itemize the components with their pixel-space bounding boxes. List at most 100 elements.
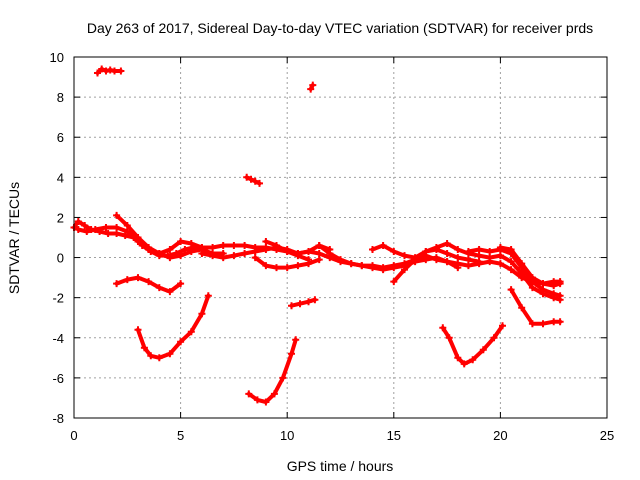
y-tick-label: 10 bbox=[50, 50, 64, 65]
data-point bbox=[209, 252, 217, 260]
data-point bbox=[198, 310, 206, 318]
data-point bbox=[315, 256, 323, 264]
data-point bbox=[134, 234, 142, 241]
data-point bbox=[539, 320, 547, 328]
data-point bbox=[464, 256, 472, 264]
data-series-arc-5 bbox=[74, 224, 206, 257]
data-point bbox=[443, 250, 451, 257]
data-point bbox=[209, 244, 217, 251]
data-point bbox=[140, 344, 148, 352]
x-tick-label: 25 bbox=[600, 428, 614, 443]
data-point bbox=[475, 252, 483, 260]
data-point bbox=[81, 222, 89, 229]
data-point bbox=[507, 266, 515, 274]
data-point bbox=[528, 320, 536, 328]
data-point bbox=[98, 65, 106, 73]
data-point bbox=[464, 262, 472, 270]
data-point bbox=[422, 248, 430, 255]
data-point bbox=[296, 300, 304, 308]
data-point bbox=[273, 264, 280, 272]
grid-lines bbox=[74, 57, 607, 418]
x-tick-label: 5 bbox=[177, 428, 184, 443]
data-point bbox=[204, 292, 212, 300]
data-point bbox=[390, 278, 398, 286]
data-point bbox=[369, 264, 376, 272]
data-point bbox=[486, 254, 494, 262]
data-point bbox=[369, 246, 376, 253]
data-point bbox=[155, 284, 163, 292]
data-point bbox=[74, 226, 82, 233]
data-point bbox=[83, 228, 91, 235]
x-tick-label: 10 bbox=[280, 428, 294, 443]
data-point bbox=[475, 258, 483, 266]
data-point bbox=[166, 254, 174, 262]
data-point bbox=[305, 248, 312, 255]
data-point bbox=[550, 278, 558, 286]
data-point bbox=[155, 250, 163, 257]
data-point bbox=[117, 67, 125, 75]
y-tick-label: -4 bbox=[52, 331, 64, 346]
data-point bbox=[432, 246, 440, 253]
data-point bbox=[460, 360, 468, 368]
y-tick-label: 2 bbox=[57, 210, 64, 225]
data-point bbox=[539, 280, 547, 288]
data-series-arc-2 bbox=[307, 81, 317, 93]
data-point bbox=[187, 240, 195, 247]
data-point bbox=[145, 244, 153, 251]
data-point bbox=[556, 278, 564, 286]
series-line bbox=[136, 293, 211, 360]
y-tick-label: 4 bbox=[57, 170, 64, 185]
data-point bbox=[288, 302, 295, 310]
data-series-arc-17 bbox=[134, 292, 212, 362]
data-series-arc-16 bbox=[113, 274, 185, 296]
y-tick-label: 0 bbox=[57, 251, 64, 266]
data-point bbox=[439, 324, 447, 332]
data-points bbox=[70, 65, 564, 406]
data-point bbox=[496, 244, 504, 251]
data-point bbox=[219, 242, 227, 249]
data-point bbox=[166, 288, 174, 296]
data-point bbox=[326, 250, 334, 257]
data-series-arc-3 bbox=[243, 173, 263, 187]
data-point bbox=[292, 336, 300, 344]
data-series-arc-19 bbox=[245, 336, 300, 406]
data-point bbox=[347, 260, 355, 268]
data-point bbox=[241, 242, 249, 249]
data-point bbox=[123, 228, 131, 235]
data-point bbox=[379, 242, 387, 249]
data-point bbox=[454, 246, 462, 253]
data-point bbox=[91, 226, 99, 233]
data-point bbox=[556, 318, 564, 326]
axis-ticks: 0 5 10 15 20 25 -8 -6 -4 -2 0 2 4 6 8 10 bbox=[50, 50, 615, 443]
data-point bbox=[496, 252, 504, 260]
data-point bbox=[262, 398, 270, 406]
data-point bbox=[241, 250, 249, 257]
data-point bbox=[464, 248, 472, 255]
data-point bbox=[294, 262, 302, 270]
data-point bbox=[123, 276, 131, 284]
data-point bbox=[230, 252, 238, 260]
data-point bbox=[262, 262, 270, 270]
data-point bbox=[550, 318, 558, 326]
data-point bbox=[243, 173, 251, 181]
data-point bbox=[358, 262, 366, 270]
data-point bbox=[309, 81, 317, 89]
data-point bbox=[422, 256, 430, 264]
data-point bbox=[518, 260, 526, 268]
data-point bbox=[198, 250, 206, 257]
data-point bbox=[283, 264, 291, 272]
data-point bbox=[454, 264, 462, 272]
data-point bbox=[496, 260, 504, 268]
y-tick-label: -2 bbox=[52, 291, 64, 306]
data-point bbox=[518, 304, 526, 312]
data-point bbox=[454, 254, 462, 262]
x-tick-label: 20 bbox=[493, 428, 507, 443]
series-line bbox=[246, 337, 298, 404]
data-series-arc-14 bbox=[496, 252, 564, 304]
data-series-arc-20 bbox=[439, 322, 506, 368]
plot-frame bbox=[73, 56, 608, 419]
data-point bbox=[390, 264, 398, 272]
data-point bbox=[273, 242, 280, 249]
data-point bbox=[256, 179, 263, 187]
data-point bbox=[113, 280, 121, 288]
